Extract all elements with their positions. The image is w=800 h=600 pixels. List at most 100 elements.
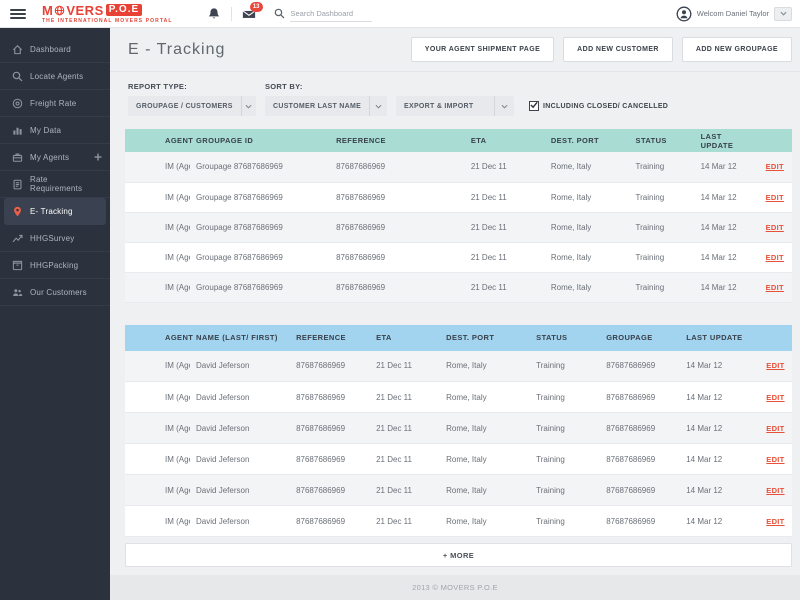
messages-envelope-icon[interactable]: 13 [242,1,263,21]
cell-reference: 87687686969 [296,392,346,402]
chevron-down-icon [779,11,787,16]
column-header-reference: REFERENCE [336,136,386,145]
edit-link[interactable]: EDIT [766,485,785,495]
cell-name: David Jeferson [196,454,250,464]
user-menu-button[interactable] [774,6,792,21]
column-header-edit [760,129,792,152]
bar-chart-icon [12,125,23,136]
column-header-last-update: LAST UPDATE [700,131,734,150]
sidebar-item-locate-agents[interactable]: Locate Agents [0,63,110,90]
cell-groupage-id: Groupage 87687686969 [196,192,283,202]
sidebar-item-e-tracking[interactable]: E- Tracking [4,198,106,225]
cell-name: David Jeferson [196,485,250,495]
cell-eta: 21 Dec 11 [470,222,507,232]
edit-link[interactable]: EDIT [765,222,784,232]
export-import-select[interactable]: EXPORT & IMPORT [396,96,514,116]
cell-eta: 21 Dec 11 [376,485,412,495]
sidebar-item-label: My Agents [30,152,70,162]
edit-link[interactable]: EDIT [766,392,785,402]
report-type-label: REPORT TYPE: [128,82,188,91]
cell-status: Training [635,162,665,172]
edit-link[interactable]: EDIT [766,516,785,526]
sort-by-select[interactable]: CUSTOMER LAST NAME [265,96,387,116]
coin-icon [12,98,23,109]
sidebar-item-label: E- Tracking [30,207,73,216]
users-icon [12,287,23,298]
sidebar-item-freight-rate[interactable]: Freight Rate [0,90,110,117]
sidebar-item-dashboard[interactable]: Dashboard [0,36,110,63]
edit-link[interactable]: EDIT [766,361,785,371]
sidebar-item-hhgsurvey[interactable]: HHGSurvey [0,225,110,252]
your-agent-shipment-page-button[interactable]: YOUR AGENT SHIPMENT PAGE [410,37,555,62]
cell-name: David Jeferson [196,392,250,402]
sidebar-item-my-data[interactable]: My Data [0,117,110,144]
search-icon [274,8,284,19]
sidebar-item-label: HHGPacking [30,260,79,270]
cell-dest-port: Rome, Italy [550,192,592,202]
cell-eta: 21 Dec 11 [470,282,507,292]
column-header-eta: ETA [470,136,487,145]
cell-last-update: 14 Mar 12 [686,423,723,433]
cell-agent: IM (Agent) [165,485,190,495]
cell-last-update: 14 Mar 12 [700,162,737,172]
cell-last-update: 14 Mar 12 [686,516,723,526]
table-row: IM (Agent) Groupage 87687686969 87687686… [125,152,792,182]
column-header-groupage: GROUPAGE [606,333,653,342]
search-input[interactable] [289,5,372,22]
logo-badge: P.O.E [105,4,143,16]
edit-link[interactable]: EDIT [765,162,784,172]
notifications-bell-icon[interactable] [207,7,221,21]
cell-status: Training [536,392,565,402]
cell-reference: 87687686969 [336,192,386,202]
cell-reference: 87687686969 [336,222,386,232]
expand-plus-icon[interactable] [94,153,102,161]
cell-status: Training [635,282,665,292]
cell-last-update: 14 Mar 12 [700,282,737,292]
sidebar-item-rate-requirements[interactable]: Rate Requirements [0,171,110,198]
avatar-icon [676,6,692,22]
sidebar-item-our-customers[interactable]: Our Customers [0,279,110,306]
column-header-eta: ETA [376,333,392,342]
add-new-customer-button[interactable]: ADD NEW CUSTOMER [563,37,673,62]
cell-reference: 87687686969 [296,516,346,526]
divider [230,6,232,21]
footer: 2013 © MOVERS P.O.E [110,575,800,600]
cell-eta: 21 Dec 11 [376,392,412,402]
cell-groupage: 87687686969 [606,361,656,371]
report-type-select[interactable]: GROUPAGE / CUSTOMERS [128,96,256,116]
brand-logo: M VERS P.O.E THE INTERNATIONAL MOVERS PO… [42,4,173,24]
sidebar-item-my-agents[interactable]: My Agents [0,144,110,171]
sidebar-item-label: Dashboard [30,44,71,54]
table-row: IM (Agent) David Jeferson 87687686969 21… [125,505,792,537]
sidebar-item-label: Locate Agents [30,71,84,81]
cell-agent: IM (Agent) [165,252,190,262]
document-icon [12,179,23,190]
cell-dest-port: Rome, Italy [446,485,487,495]
edit-link[interactable]: EDIT [765,192,784,202]
checkbox-check-icon [529,101,539,111]
cell-dest-port: Rome, Italy [550,282,592,292]
cell-reference: 87687686969 [296,423,346,433]
edit-link[interactable]: EDIT [766,454,785,464]
customers-table: AGENT NAME (LAST/ FIRST) REFERENCE ETA D… [125,324,792,537]
cell-name: David Jeferson [196,361,250,371]
add-new-groupage-button[interactable]: ADD NEW GROUPAGE [681,37,792,62]
cell-reference: 87687686969 [296,454,346,464]
cell-dest-port: Rome, Italy [446,392,487,402]
main-content: E - Tracking YOUR AGENT SHIPMENT PAGE AD… [110,28,800,600]
more-button[interactable]: + MORE [125,543,792,567]
edit-link[interactable]: EDIT [765,282,784,292]
menu-icon[interactable] [10,7,26,21]
cell-agent: IM (Agent) [165,516,190,526]
edit-link[interactable]: EDIT [765,252,784,262]
cell-name: David Jeferson [196,423,250,433]
column-header-agent: AGENT [165,333,194,342]
including-closed-cancelled-checkbox[interactable]: INCLUDING CLOSED/ CANCELLED [529,96,668,116]
edit-link[interactable]: EDIT [766,423,785,433]
sidebar-item-hhgpacking[interactable]: HHGPacking [0,252,110,279]
filter-bar: REPORT TYPE: GROUPAGE / CUSTOMERS SORT B… [110,72,800,129]
column-header-name: NAME (LAST/ FIRST) [196,333,278,342]
cell-status: Training [536,516,565,526]
cell-reference: 87687686969 [336,282,386,292]
table-row: IM (Agent) Groupage 87687686969 87687686… [125,272,792,302]
